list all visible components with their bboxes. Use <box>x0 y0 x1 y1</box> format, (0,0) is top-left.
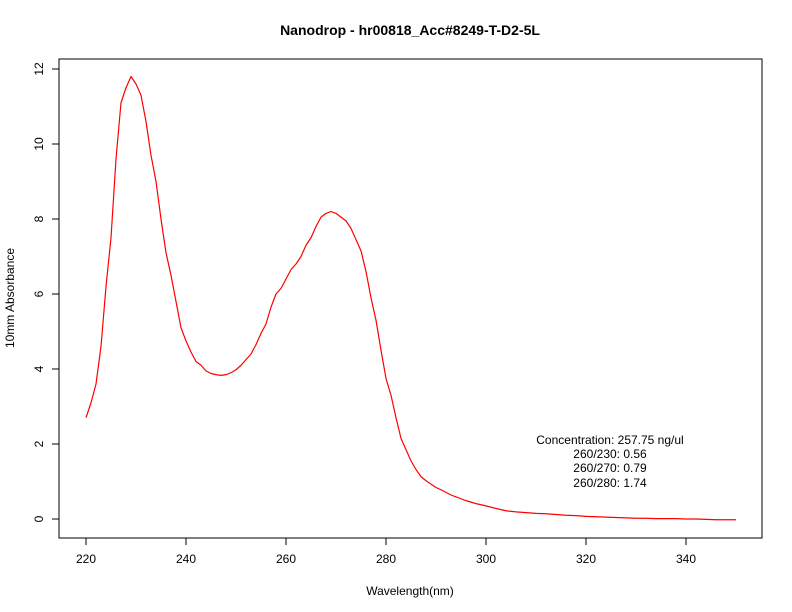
x-tick-label: 240 <box>176 552 196 566</box>
y-tick-label: 2 <box>32 440 46 447</box>
y-tick-label: 12 <box>32 62 46 76</box>
chart-title: Nanodrop - hr00818_Acc#8249-T-D2-5L <box>280 22 540 38</box>
y-axis: 0 2 4 6 8 10 12 <box>32 62 60 522</box>
absorbance-series-line <box>85 75 736 521</box>
x-axis-label: Wavelength(nm) <box>366 584 454 598</box>
x-tick-label: 320 <box>576 552 596 566</box>
y-tick-label: 6 <box>32 290 46 297</box>
x-tick-label: 300 <box>476 552 496 566</box>
plot-frame <box>58 58 763 539</box>
x-tick-label: 280 <box>376 552 396 566</box>
y-tick-label: 10 <box>32 137 46 151</box>
x-axis: 220 240 260 280 300 320 340 <box>76 537 696 566</box>
ratio-260-270-label: 260/270: 0.79 <box>573 461 647 475</box>
y-tick-label: 4 <box>32 365 46 372</box>
y-tick-label: 0 <box>32 515 46 522</box>
x-tick-label: 340 <box>676 552 696 566</box>
y-tick-label: 8 <box>32 215 46 222</box>
ratio-260-230-label: 260/230: 0.56 <box>573 447 647 461</box>
y-axis-label: 10mm Absorbance <box>3 248 17 348</box>
ratio-260-280-label: 260/280: 1.74 <box>573 476 647 490</box>
x-tick-label: 260 <box>276 552 296 566</box>
concentration-label: Concentration: 257.75 ng/ul <box>536 433 683 447</box>
stats-annotation: Concentration: 257.75 ng/ul 260/230: 0.5… <box>536 433 683 490</box>
x-tick-label: 220 <box>76 552 96 566</box>
